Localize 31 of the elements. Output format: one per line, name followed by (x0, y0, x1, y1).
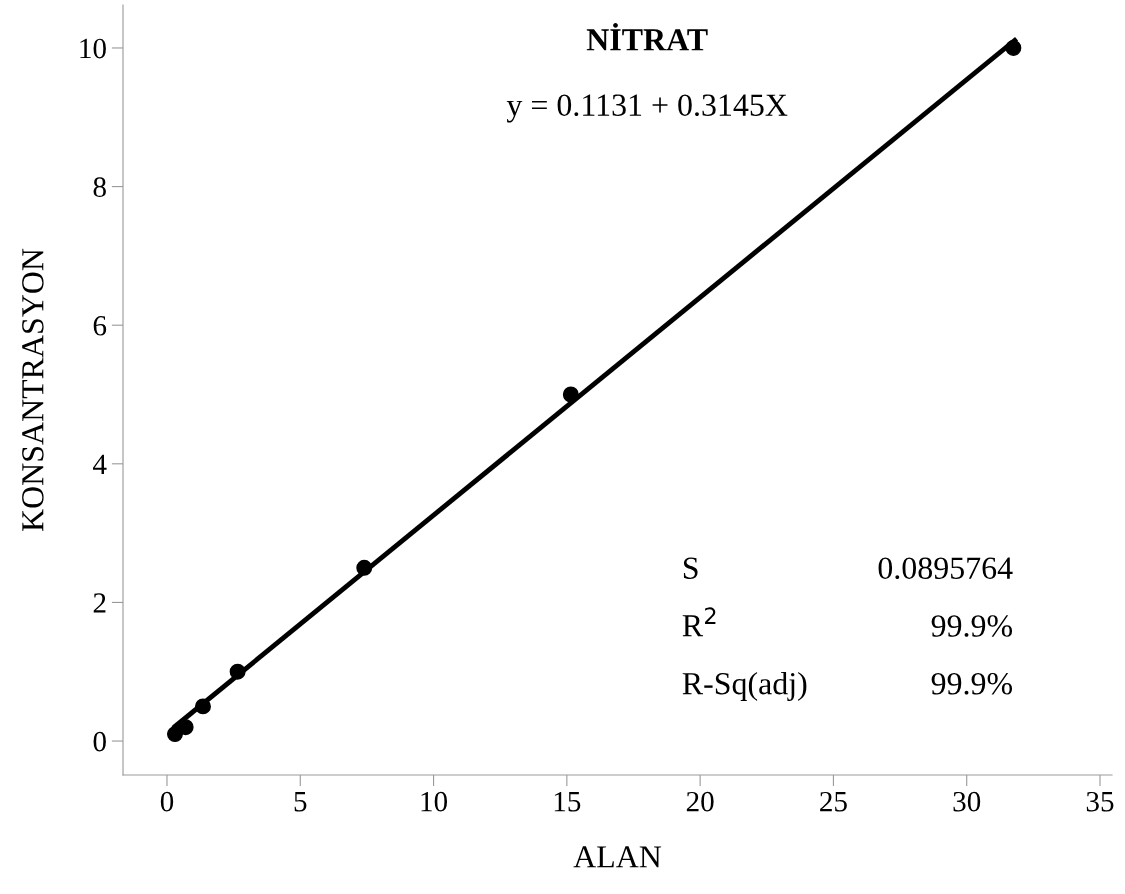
x-tick-label: 20 (686, 791, 714, 812)
text: y = 0.1131 + 0.3145X (506, 94, 788, 123)
y-tick-label: 0 (93, 731, 106, 752)
x-axis-title: ALAN (573, 846, 662, 868)
point (194, 698, 211, 715)
x-tick-label: 0 (160, 791, 174, 812)
chart-title: NİTRAT (586, 22, 708, 51)
y-axis-title: KONSANTRASYON (22, 248, 44, 532)
point (177, 719, 194, 736)
annotation: R$^{2}$ (682, 607, 716, 637)
y-tick-label: 2 (93, 593, 106, 613)
point (1005, 39, 1022, 56)
x-tick-label: 5 (294, 792, 307, 812)
point (562, 386, 579, 403)
x-tick-label: 15 (554, 791, 581, 812)
point (167, 726, 183, 743)
y-tick-label: 10 (80, 38, 106, 59)
x-tick-label: 10 (421, 791, 448, 812)
x-tick-label: 35 (1086, 791, 1114, 812)
annotation: 99.9% (931, 672, 1013, 695)
annotation: 0.0895764 (878, 557, 1013, 580)
annotation: S (683, 557, 698, 579)
point (356, 559, 373, 576)
annotation: R-Sq(adj) (682, 671, 807, 701)
point (229, 663, 246, 680)
y-tick-label: 4 (93, 454, 107, 474)
x-tick-label: 30 (953, 791, 981, 812)
y-tick-label: 6 (93, 316, 107, 336)
y-tick-label: 8 (93, 177, 106, 197)
annotation: 99.9% (931, 615, 1013, 637)
x-tick-label: 25 (820, 791, 847, 812)
